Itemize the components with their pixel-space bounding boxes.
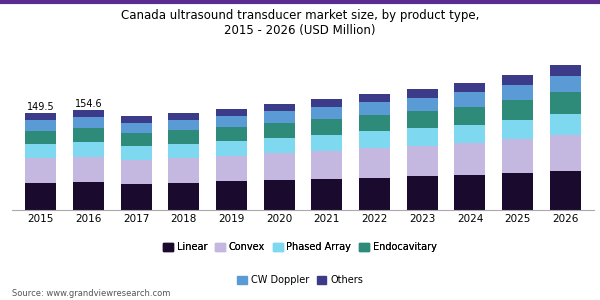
Bar [263, 153, 295, 180]
Legend: Linear, Convex, Phased Array, Endocavitary: Linear, Convex, Phased Array, Endocavita… [160, 238, 440, 256]
Bar [121, 133, 152, 146]
Bar [263, 104, 295, 111]
Bar [216, 182, 247, 210]
Bar [407, 146, 438, 176]
Legend: CW Doppler, Others: CW Doppler, Others [233, 272, 367, 289]
Bar [454, 83, 485, 92]
Bar [25, 158, 56, 183]
Bar [263, 138, 295, 153]
Bar [454, 125, 485, 143]
Bar [168, 144, 199, 158]
Bar [407, 98, 438, 111]
Bar [550, 65, 581, 76]
Bar [25, 113, 56, 120]
Bar [359, 94, 390, 102]
Bar [73, 117, 104, 128]
Bar [311, 151, 343, 179]
Bar [263, 111, 295, 123]
Bar [73, 157, 104, 182]
Bar [550, 92, 581, 114]
Bar [263, 123, 295, 138]
Bar [73, 182, 104, 210]
Bar [502, 100, 533, 120]
Bar [121, 146, 152, 160]
Bar [311, 135, 343, 151]
Bar [121, 123, 152, 133]
Bar [311, 119, 343, 135]
Bar [454, 106, 485, 125]
Bar [168, 158, 199, 183]
Bar [25, 131, 56, 144]
Bar [168, 130, 199, 144]
Bar [407, 176, 438, 210]
Bar [73, 142, 104, 157]
Bar [407, 89, 438, 98]
Bar [121, 116, 152, 123]
Bar [502, 173, 533, 210]
Bar [407, 128, 438, 146]
Bar [25, 144, 56, 158]
Bar [311, 106, 343, 119]
Bar [454, 175, 485, 210]
Text: Source: www.grandviewresearch.com: Source: www.grandviewresearch.com [12, 290, 170, 298]
Bar [25, 120, 56, 131]
Bar [359, 102, 390, 115]
Bar [168, 183, 199, 210]
Bar [502, 139, 533, 173]
Bar [550, 76, 581, 92]
Bar [311, 99, 343, 106]
Bar [359, 178, 390, 210]
Bar [454, 143, 485, 175]
Bar [263, 180, 295, 210]
Bar [550, 135, 581, 171]
Bar [121, 160, 152, 184]
Bar [25, 183, 56, 210]
Bar [73, 128, 104, 142]
Bar [216, 156, 247, 182]
Bar [454, 92, 485, 106]
Bar [502, 75, 533, 85]
Bar [216, 109, 247, 116]
Bar [550, 171, 581, 210]
Bar [359, 115, 390, 131]
Bar [502, 85, 533, 100]
Bar [407, 111, 438, 128]
Text: 149.5: 149.5 [27, 102, 55, 112]
Bar [359, 148, 390, 178]
Bar [168, 113, 199, 120]
Bar [168, 120, 199, 130]
Bar [216, 116, 247, 127]
Text: 154.6: 154.6 [74, 98, 102, 109]
Bar [502, 120, 533, 139]
Text: Canada ultrasound transducer market size, by product type,
2015 - 2026 (USD Mill: Canada ultrasound transducer market size… [121, 9, 479, 37]
Bar [359, 131, 390, 148]
Bar [121, 184, 152, 210]
Bar [216, 127, 247, 141]
Bar [550, 114, 581, 135]
Bar [311, 179, 343, 210]
Bar [73, 110, 104, 117]
Bar [216, 141, 247, 156]
